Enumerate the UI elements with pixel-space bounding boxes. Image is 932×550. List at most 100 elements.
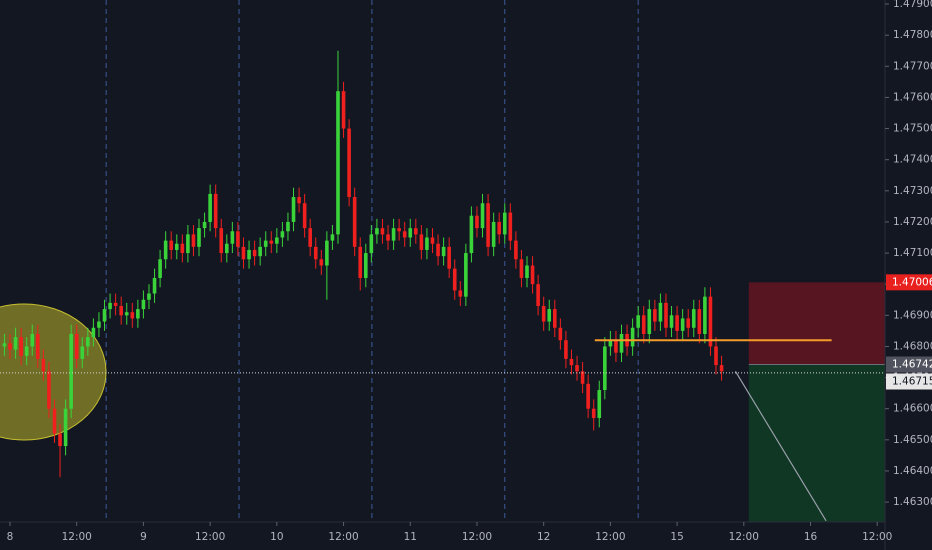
candle-body [603, 346, 607, 391]
candle-body [680, 318, 685, 331]
last-price-label-box [886, 373, 932, 390]
candle-body [425, 237, 429, 250]
candle-body [19, 337, 23, 356]
candle-body [297, 197, 301, 204]
x-tick-label: 12:00 [595, 531, 625, 543]
candle-body [225, 243, 229, 254]
candle-body [630, 327, 635, 347]
candle-body [24, 346, 29, 356]
stop-label: 1.47006 [892, 276, 932, 288]
candle-body [669, 315, 674, 328]
candle-body [302, 203, 307, 229]
candle-body [213, 193, 218, 229]
x-tick-label: 12:00 [62, 531, 92, 543]
candle-body [313, 246, 318, 260]
candle-body [158, 259, 162, 278]
x-tick-label: 12:00 [195, 531, 225, 543]
candle-body [452, 268, 457, 291]
candle-body [80, 346, 85, 359]
candle-body [41, 358, 46, 372]
candle-body [119, 305, 123, 316]
candle-body [319, 259, 324, 266]
candle-body [141, 299, 146, 310]
candle-body [475, 215, 479, 229]
candle-body [363, 253, 368, 278]
candle-body [608, 340, 613, 347]
candle-body [569, 358, 574, 366]
candle-body [480, 203, 485, 229]
candle-body [36, 333, 40, 359]
candle-body [52, 408, 57, 434]
candle-body [419, 234, 424, 250]
candle-body [269, 240, 274, 244]
x-tick-label: 8 [7, 531, 14, 543]
candle-body [436, 243, 440, 257]
candle-body [308, 228, 312, 247]
candle-body [514, 240, 518, 260]
candle-body [591, 408, 596, 419]
candle-body [191, 234, 196, 247]
y-tick-label: 1.47700 [893, 60, 932, 72]
candle-body [441, 246, 446, 257]
candle-body [658, 302, 663, 322]
candle-body [152, 277, 157, 294]
candle-body [719, 365, 724, 372]
drawings [105, 0, 885, 522]
x-tick-label: 15 [670, 531, 683, 543]
y-tick-label: 1.47300 [893, 185, 932, 197]
candle-body [519, 259, 524, 278]
y-tick-label: 1.47800 [893, 29, 932, 41]
y-tick-label: 1.47600 [893, 91, 932, 103]
candle-body [391, 228, 396, 241]
candle-body [97, 321, 101, 328]
x-tick-label: 12:00 [328, 531, 358, 543]
candle-body [414, 228, 418, 235]
candle-body [124, 312, 129, 316]
candle-body [69, 333, 73, 409]
last-price-label: 1.46715 [892, 375, 932, 387]
candle-body [552, 309, 557, 328]
candle-body [430, 237, 435, 244]
candle-body [280, 231, 285, 238]
candle-body [163, 240, 168, 260]
stop-label-box [886, 274, 932, 291]
candle-body [691, 309, 696, 328]
candle-body [263, 240, 268, 247]
candle-body [564, 340, 568, 359]
x-tick-label: 12:00 [729, 531, 759, 543]
candle-body [580, 371, 585, 384]
candle-body [130, 312, 135, 319]
candle-body [530, 265, 535, 285]
x-tick-label: 10 [270, 531, 283, 543]
candle-body [108, 302, 112, 310]
candle-body [102, 309, 107, 322]
candle-body [575, 365, 579, 372]
candle-body [619, 333, 624, 353]
candle-body [341, 91, 346, 129]
candle-body [325, 240, 329, 266]
candle-body [336, 91, 340, 235]
candle-body [136, 309, 140, 319]
candle-body [686, 318, 691, 328]
candle-body [636, 315, 640, 328]
candle-body [74, 333, 79, 359]
entry-label-box [886, 356, 932, 373]
entry-label: 1.46742 [892, 358, 932, 370]
x-tick-label: 12 [537, 531, 550, 543]
plot [0, 50, 885, 522]
candle-body [502, 212, 507, 235]
candle-body [219, 228, 224, 254]
y-tick-label: 1.47900 [893, 0, 932, 10]
target-zone [748, 364, 885, 522]
y-tick-label: 1.47100 [893, 247, 932, 259]
candle-body [508, 212, 513, 241]
candle-body [708, 296, 713, 347]
candle-body [186, 234, 190, 254]
candle-body [397, 228, 401, 232]
axes: 1.47900 1.47800 1.47700 1.47600 1.47500 1.474… [7, 0, 932, 543]
candle-body [547, 309, 552, 322]
candle-body [641, 315, 646, 334]
candle-body [369, 234, 374, 254]
